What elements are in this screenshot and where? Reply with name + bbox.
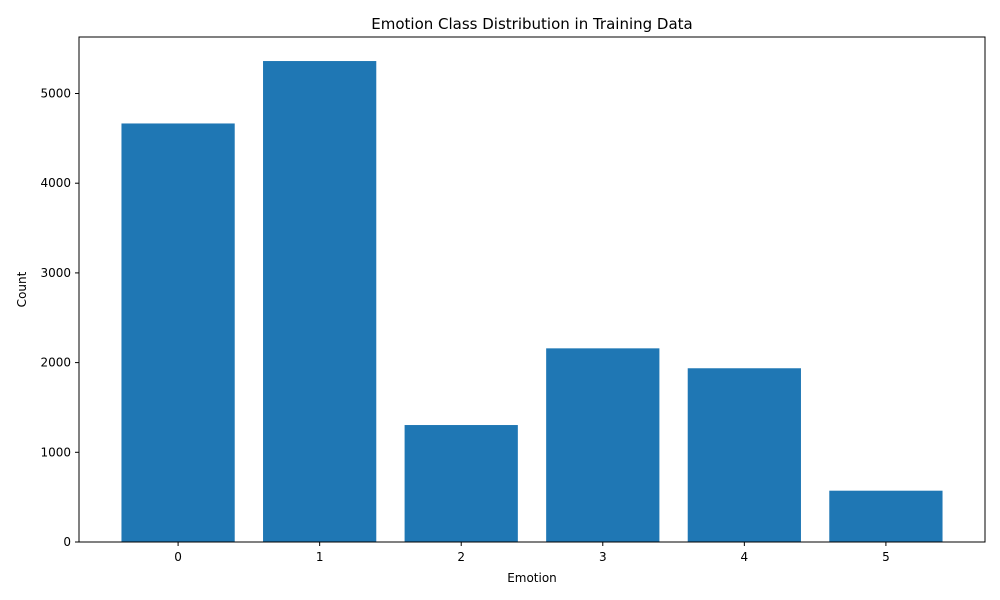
y-tick-label-2000: 2000: [40, 356, 71, 370]
y-tick-label-1000: 1000: [40, 445, 71, 459]
bar-5: [829, 490, 943, 542]
x-tick-label-0: 0: [174, 550, 182, 564]
bars-group: [121, 61, 943, 543]
plot-frame: [78, 36, 986, 543]
y-tick-label-5000: 5000: [40, 87, 71, 101]
x-tick-label-1: 1: [316, 550, 324, 564]
y-tick-label-4000: 4000: [40, 176, 71, 190]
x-axis-ticks: 0 1 2 3 4 5: [174, 542, 890, 564]
bar-2: [404, 425, 518, 542]
bar-3: [546, 348, 660, 542]
bar-4: [687, 368, 801, 542]
y-tick-label-0: 0: [63, 535, 71, 549]
bar-0: [121, 123, 235, 542]
bar-1: [263, 61, 377, 543]
x-tick-label-5: 5: [882, 550, 890, 564]
x-tick-label-2: 2: [457, 550, 465, 564]
x-tick-label-3: 3: [599, 550, 607, 564]
chart-title: Emotion Class Distribution in Training D…: [371, 15, 693, 33]
x-axis-label: Emotion: [507, 571, 557, 585]
y-axis-label: Count: [15, 271, 29, 307]
x-tick-label-4: 4: [741, 550, 749, 564]
y-axis-ticks: 0 1000 2000 3000 4000 5000: [40, 87, 79, 549]
y-tick-label-3000: 3000: [40, 266, 71, 280]
